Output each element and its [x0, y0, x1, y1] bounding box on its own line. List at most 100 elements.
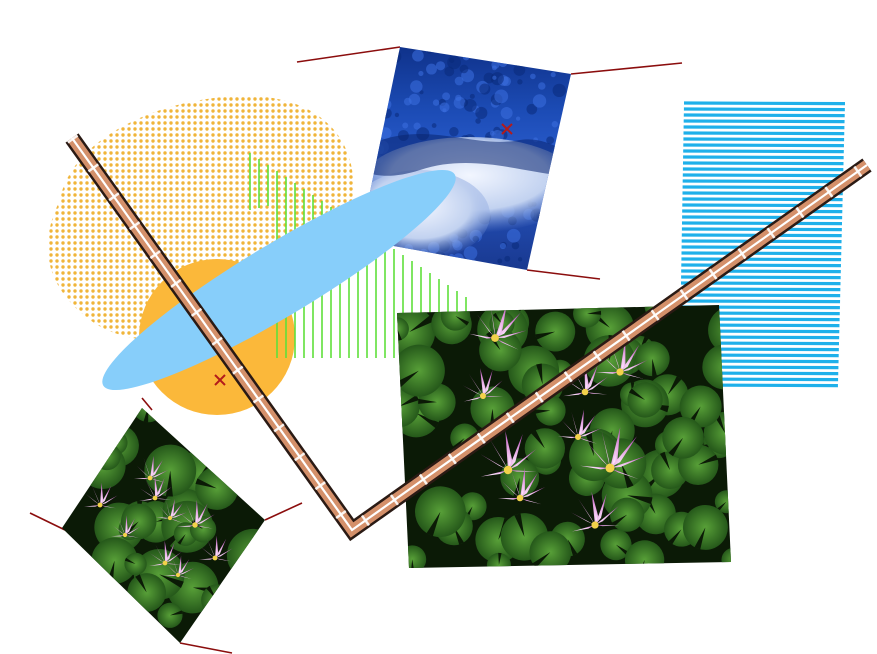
- tree-dot: [494, 89, 509, 104]
- tree-dot: [552, 83, 566, 98]
- tree-dot: [490, 72, 504, 86]
- tree-dot: [385, 80, 392, 87]
- tree-dot: [431, 123, 437, 128]
- tree-dot: [449, 127, 459, 137]
- lily-pad: [249, 568, 265, 604]
- tree-dot: [370, 87, 383, 100]
- tree-dot: [360, 120, 363, 126]
- cyan-stripe: [683, 143, 844, 148]
- cyan-stripe: [682, 185, 843, 190]
- cyan-stripe: [683, 137, 845, 142]
- lily-pad: [62, 408, 105, 435]
- tree-dot: [544, 50, 549, 55]
- tree-dot: [351, 153, 360, 162]
- cross-marker-forest: [501, 123, 513, 135]
- tree-dot: [479, 83, 491, 95]
- tree-dot: [451, 260, 465, 270]
- tree-dot: [515, 116, 521, 121]
- tree-dot: [360, 111, 365, 122]
- tree-dot: [566, 216, 571, 222]
- tree-dot: [500, 47, 505, 49]
- tree-dot: [419, 90, 424, 95]
- tree-dot: [506, 228, 521, 243]
- tree-dot: [418, 70, 424, 77]
- cyan-stripe: [682, 209, 843, 214]
- tree-dot: [369, 67, 376, 74]
- tree-dot: [565, 115, 571, 124]
- tree-dot: [491, 65, 497, 71]
- tree-dot: [455, 94, 462, 102]
- tree-dot: [567, 64, 571, 74]
- tree-dot: [504, 255, 511, 262]
- tree-dot: [379, 127, 392, 140]
- lily-pad: [62, 614, 109, 643]
- tree-dot: [411, 261, 421, 270]
- tree-dot: [370, 75, 377, 81]
- cyan-stripe: [681, 257, 842, 262]
- tree-dot: [413, 122, 421, 130]
- tree-dot: [386, 47, 399, 52]
- cyan-stripe: [682, 167, 844, 172]
- tree-dot: [562, 115, 571, 127]
- tree-dot: [497, 258, 503, 264]
- tree-dot: [360, 119, 366, 130]
- cyan-stripe: [682, 161, 844, 166]
- tree-dot: [366, 123, 373, 130]
- tree-dot: [402, 122, 409, 129]
- tree-dot: [500, 47, 510, 51]
- tree-dot: [517, 257, 523, 262]
- tree-dot: [568, 161, 571, 166]
- tree-dot: [360, 169, 368, 181]
- striped-zigzag-ribbon: [65, 133, 872, 542]
- tree-dot: [453, 253, 464, 264]
- tree-dot: [449, 57, 455, 63]
- tree-dot: [569, 247, 571, 254]
- tree-dot: [475, 106, 488, 119]
- cyan-stripe: [680, 299, 841, 304]
- tree-dot: [463, 99, 477, 112]
- tree-dot: [498, 58, 508, 68]
- tree-dot: [571, 108, 576, 113]
- cyan-stripe: [683, 125, 845, 130]
- connector-lines: [29, 46, 683, 654]
- tree-dot: [556, 226, 562, 232]
- cyan-stripe: [683, 107, 845, 112]
- cyan-stripe: [680, 287, 841, 292]
- tree-dot: [378, 80, 391, 93]
- tree-dot: [526, 103, 538, 115]
- tree-dot: [412, 49, 424, 62]
- cyan-stripe: [682, 215, 843, 220]
- cyan-stripe: [681, 227, 842, 232]
- tree-dot: [550, 259, 559, 267]
- tree-dot: [569, 123, 571, 136]
- tree-dot: [553, 173, 559, 179]
- tree-dot: [574, 149, 578, 153]
- tree-dot: [562, 108, 571, 122]
- tree-dot: [547, 230, 556, 239]
- tree-dot: [360, 134, 372, 146]
- tree-dot: [462, 53, 470, 61]
- tree-dot: [377, 112, 387, 121]
- tree-dot: [517, 79, 523, 85]
- tree-dot: [500, 107, 513, 120]
- tree-dot: [492, 75, 497, 80]
- tree-dot: [556, 181, 569, 194]
- tree-dot: [568, 182, 571, 192]
- tree-dot: [572, 83, 577, 88]
- cyan-stripe: [681, 263, 841, 268]
- tree-dot: [363, 99, 373, 109]
- lily-pad: [62, 566, 82, 605]
- tree-dot: [532, 94, 547, 108]
- cyan-stripe: [681, 251, 842, 256]
- tree-dot: [432, 99, 440, 106]
- tree-dot: [410, 80, 423, 93]
- tree-dot: [565, 222, 571, 236]
- tree-dot: [472, 267, 483, 270]
- tree-dot: [394, 112, 400, 118]
- tree-dot: [362, 122, 371, 130]
- cyan-stripe: [683, 155, 844, 160]
- tree-dot: [476, 47, 484, 55]
- tree-dot: [541, 212, 551, 223]
- cyan-stripe: [681, 221, 843, 226]
- tree-dot: [573, 44, 578, 49]
